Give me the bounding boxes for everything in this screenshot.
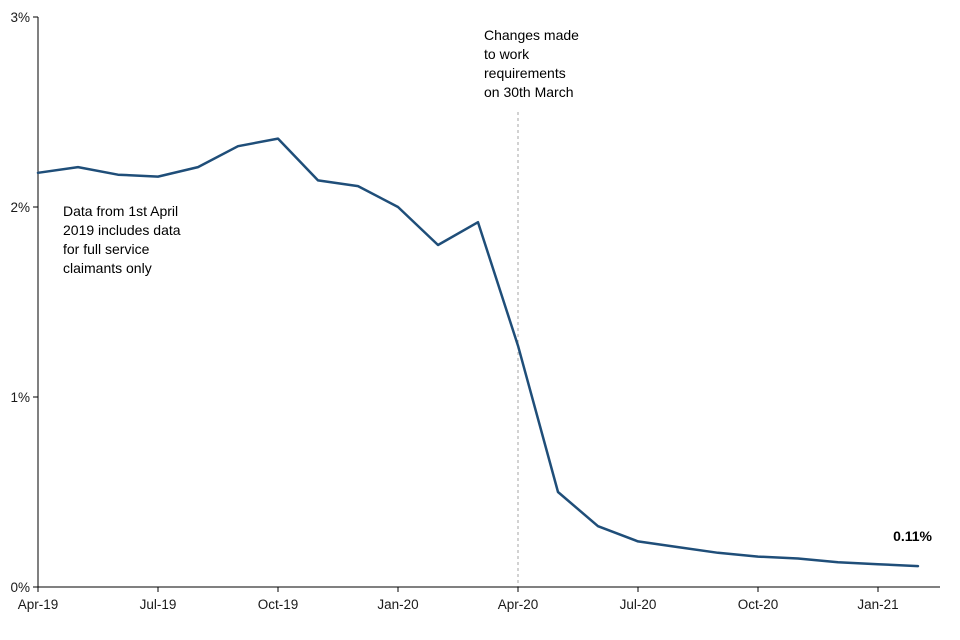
x-tick-label: Jan-21 — [857, 597, 898, 612]
data-series-line — [36, 137, 920, 568]
x-tick-label: Jul-20 — [620, 597, 657, 612]
x-tick-label: Apr-20 — [498, 597, 539, 612]
x-tick-label: Jan-20 — [377, 597, 418, 612]
y-tick-label: 0% — [10, 580, 30, 595]
y-tick-label: 2% — [10, 200, 30, 215]
x-tick-label: Apr-19 — [18, 597, 59, 612]
y-tick-label: 3% — [10, 10, 30, 25]
x-tick-label: Oct-20 — [738, 597, 779, 612]
annotation-data-note: Data from 1st April 2019 includes data f… — [63, 203, 181, 276]
x-tick-label: Jul-19 — [140, 597, 177, 612]
y-tick-label: 1% — [10, 390, 30, 405]
annotation-changes-made: Changes made to work requirements on 30t… — [484, 27, 579, 100]
x-tick-label: Oct-19 — [258, 597, 299, 612]
end-value-label: 0.11% — [893, 528, 932, 544]
